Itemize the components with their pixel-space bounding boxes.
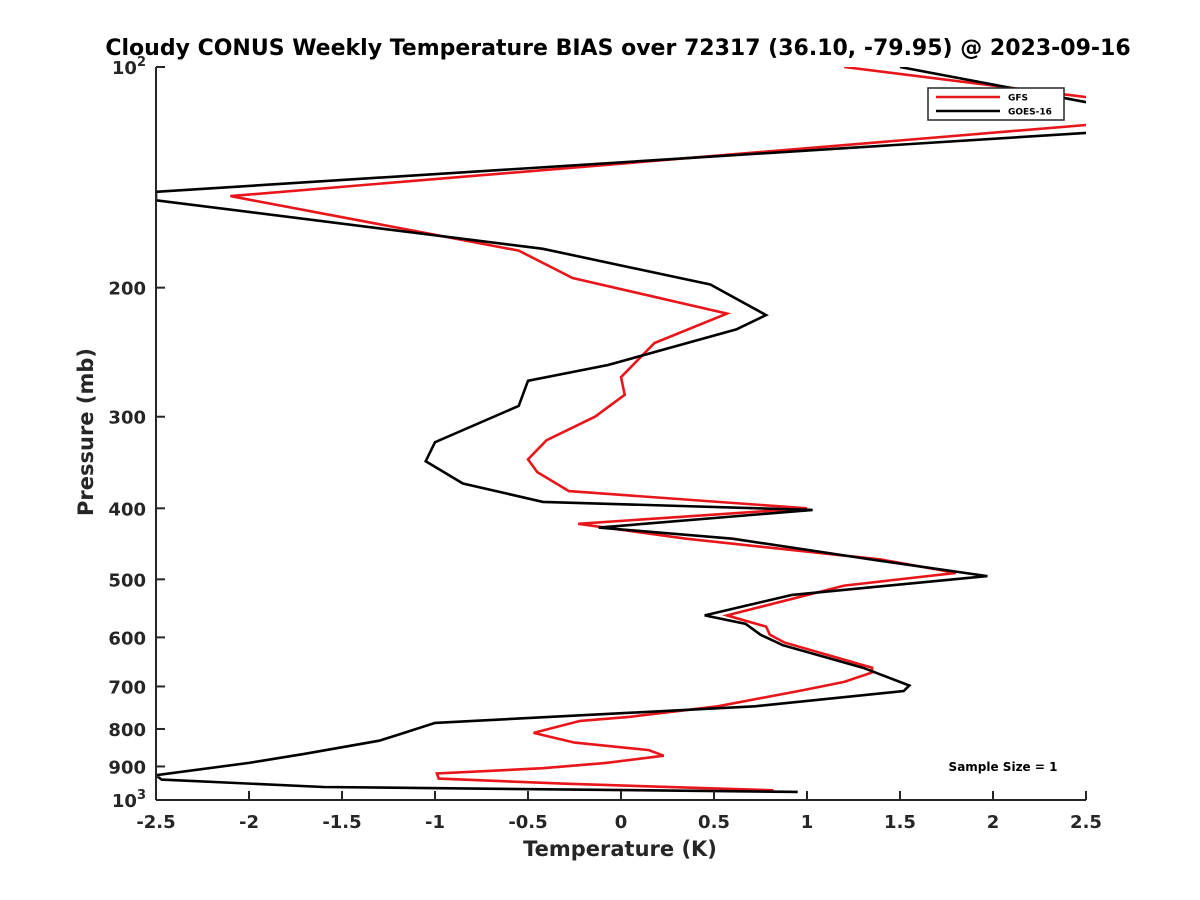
legend-entry-label: GFS — [1008, 94, 1028, 104]
series-line-goes-16 — [156, 67, 1086, 794]
series-line-gfs — [230, 67, 1086, 792]
y-axis-label: Pressure (mb) — [74, 348, 98, 516]
x-tick-label: -0.5 — [508, 812, 547, 833]
x-tick-label: -1 — [425, 812, 445, 833]
y-tick-label: 600 — [108, 628, 146, 649]
y-tick-label: 200 — [108, 279, 146, 300]
x-tick-label: 0.5 — [698, 812, 730, 833]
y-tick-label: 700 — [108, 677, 146, 698]
x-axis-label: Temperature (K) — [523, 837, 717, 861]
y-tick-label: 103 — [112, 788, 146, 812]
y-tick-label: 400 — [108, 499, 146, 520]
sample-size-annotation: Sample Size = 1 — [949, 760, 1058, 774]
x-tick-label: 2.5 — [1070, 812, 1102, 833]
x-tick-label: 0 — [615, 812, 628, 833]
x-tick-label: 1 — [801, 812, 814, 833]
x-tick-label: 1.5 — [884, 812, 916, 833]
y-tick-label: 900 — [108, 757, 146, 778]
x-tick-label: 2 — [987, 812, 1000, 833]
x-tick-label: -2.5 — [136, 812, 175, 833]
y-tick-label: 102 — [112, 55, 146, 79]
legend: GFS GOES-16 — [927, 87, 1065, 121]
x-tick-label: -2 — [239, 812, 259, 833]
y-tick-label: 300 — [108, 408, 146, 429]
x-tick-label: -1.5 — [322, 812, 361, 833]
legend-entry-label: GOES-16 — [1008, 108, 1052, 118]
chart-title: Cloudy CONUS Weekly Temperature BIAS ove… — [105, 36, 1130, 61]
legend-box — [927, 87, 1065, 121]
y-tick-label: 800 — [108, 720, 146, 741]
y-tick-label: 500 — [108, 570, 146, 591]
